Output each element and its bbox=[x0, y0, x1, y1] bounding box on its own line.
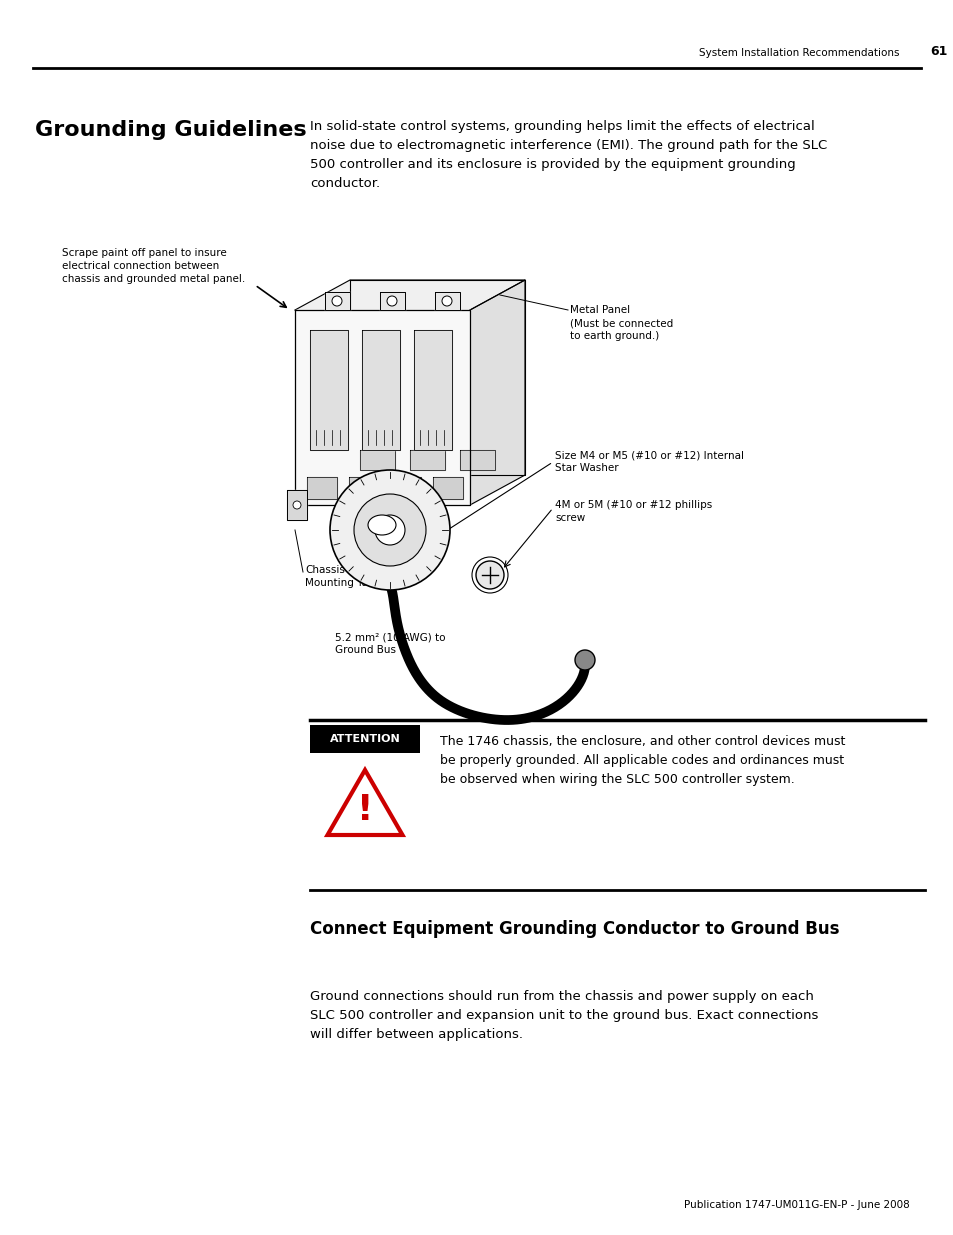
Circle shape bbox=[332, 296, 341, 306]
Polygon shape bbox=[287, 490, 307, 520]
Circle shape bbox=[575, 650, 595, 671]
Polygon shape bbox=[325, 291, 350, 310]
Polygon shape bbox=[470, 280, 524, 505]
Text: Metal Panel
(Must be connected
to earth ground.): Metal Panel (Must be connected to earth … bbox=[569, 305, 673, 341]
Circle shape bbox=[441, 296, 452, 306]
Polygon shape bbox=[361, 330, 399, 450]
Polygon shape bbox=[349, 477, 378, 499]
Text: Size M4 or M5 (#10 or #12) Internal
Star Washer: Size M4 or M5 (#10 or #12) Internal Star… bbox=[555, 450, 743, 473]
Text: 5.2 mm² (10 AWG) to
Ground Bus: 5.2 mm² (10 AWG) to Ground Bus bbox=[335, 632, 445, 656]
Polygon shape bbox=[414, 330, 452, 450]
Polygon shape bbox=[379, 291, 405, 310]
Polygon shape bbox=[459, 450, 495, 471]
Text: Connect Equipment Grounding Conductor to Ground Bus: Connect Equipment Grounding Conductor to… bbox=[310, 920, 839, 939]
Polygon shape bbox=[327, 769, 402, 835]
Text: In solid-state control systems, grounding helps limit the effects of electrical
: In solid-state control systems, groundin… bbox=[310, 120, 826, 190]
Circle shape bbox=[354, 494, 426, 566]
Text: Grounding Guidelines: Grounding Guidelines bbox=[35, 120, 306, 140]
Text: 61: 61 bbox=[929, 44, 946, 58]
Polygon shape bbox=[433, 477, 462, 499]
Polygon shape bbox=[310, 330, 348, 450]
Circle shape bbox=[387, 296, 396, 306]
Circle shape bbox=[476, 561, 503, 589]
Text: ATTENTION: ATTENTION bbox=[330, 734, 400, 743]
Text: 4M or 5M (#10 or #12 phillips
screw: 4M or 5M (#10 or #12 phillips screw bbox=[555, 500, 712, 524]
Polygon shape bbox=[307, 477, 336, 499]
Text: The 1746 chassis, the enclosure, and other control devices must
be properly grou: The 1746 chassis, the enclosure, and oth… bbox=[439, 735, 844, 785]
Text: Publication 1747-UM011G-EN-P - June 2008: Publication 1747-UM011G-EN-P - June 2008 bbox=[683, 1200, 909, 1210]
Circle shape bbox=[375, 515, 405, 545]
Polygon shape bbox=[410, 450, 444, 471]
Text: !: ! bbox=[356, 793, 373, 827]
Polygon shape bbox=[435, 291, 459, 310]
Polygon shape bbox=[391, 477, 420, 499]
Polygon shape bbox=[359, 450, 395, 471]
Text: Ground connections should run from the chassis and power supply on each
SLC 500 : Ground connections should run from the c… bbox=[310, 990, 818, 1041]
Text: Scrape paint off panel to insure
electrical connection between
chassis and groun: Scrape paint off panel to insure electri… bbox=[62, 248, 245, 284]
Circle shape bbox=[330, 471, 450, 590]
Polygon shape bbox=[294, 310, 470, 505]
Polygon shape bbox=[294, 280, 524, 310]
Text: Chassis
Mounting Tab: Chassis Mounting Tab bbox=[305, 564, 375, 588]
Bar bbox=[310, 725, 419, 753]
Text: System Installation Recommendations: System Installation Recommendations bbox=[699, 48, 899, 58]
Circle shape bbox=[293, 501, 301, 509]
Ellipse shape bbox=[368, 515, 395, 535]
